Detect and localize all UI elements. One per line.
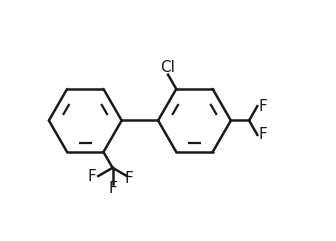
Text: Cl: Cl: [161, 60, 175, 75]
Text: F: F: [259, 127, 268, 142]
Text: F: F: [88, 168, 97, 184]
Text: F: F: [124, 171, 133, 186]
Text: F: F: [108, 181, 117, 196]
Text: F: F: [259, 99, 268, 114]
